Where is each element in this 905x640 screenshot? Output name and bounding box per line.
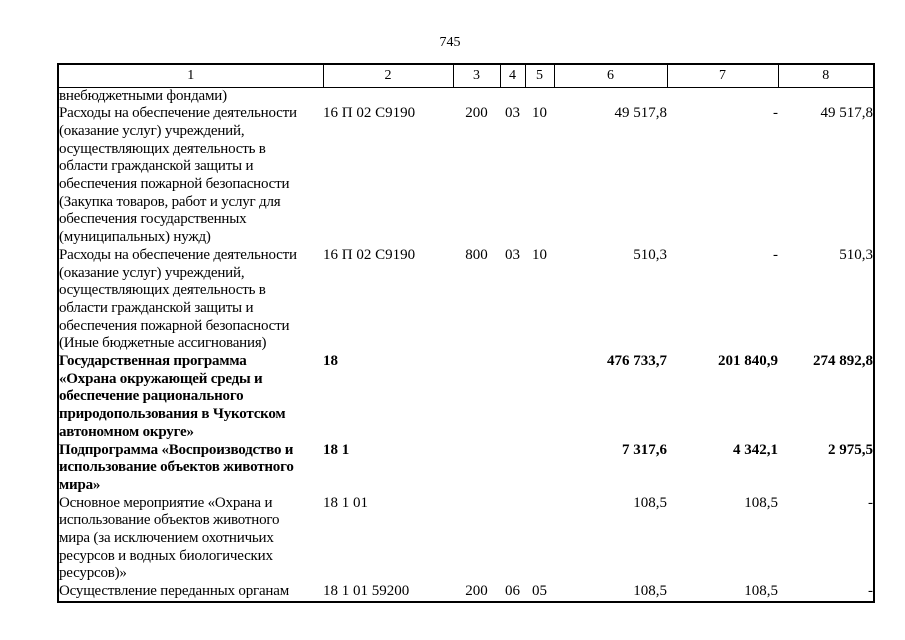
cell-col3 (453, 495, 500, 584)
cell-col4: 06 (505, 583, 520, 600)
cell-col8: - (868, 583, 873, 600)
table-row: Осуществление переданных органам 18 1 01 … (58, 583, 874, 602)
cell-col1: Расходы на обеспечение деятельности (ока… (59, 246, 297, 352)
cell-col8: 274 892,8 (813, 353, 873, 370)
cell-col3 (453, 442, 500, 495)
cell-col4 (500, 87, 525, 105)
cell-col2: 18 1 (323, 441, 350, 458)
column-header-7: 7 (666, 63, 779, 88)
cell-col5: 10 (532, 105, 547, 122)
cell-col6: 510,3 (633, 246, 667, 263)
cell-col5 (525, 495, 554, 584)
table-row: внебюджетными фондами) (58, 87, 874, 105)
cell-col7: - (773, 105, 778, 122)
cell-col5 (525, 353, 554, 442)
page-number: 745 (439, 35, 461, 50)
budget-table: 1 2 3 4 5 6 7 8 внебюджетными фондами) Ра… (57, 63, 875, 603)
table-header-row: 1 2 3 4 5 6 7 8 (57, 63, 875, 88)
cell-col1: Государственная программа «Охрана окружа… (59, 353, 286, 440)
cell-col3 (453, 87, 500, 105)
cell-col6 (554, 87, 667, 105)
cell-col1: внебюджетными фондами) (59, 87, 227, 104)
cell-col5: 10 (532, 246, 547, 263)
cell-col8 (778, 87, 874, 105)
cell-col8: 2 975,5 (828, 441, 873, 458)
cell-col2: 18 1 01 (323, 494, 368, 511)
column-header-2: 2 (322, 63, 454, 88)
column-header-5: 5 (524, 63, 555, 88)
cell-col2: 16 П 02 С9190 (323, 105, 416, 122)
cell-col6: 7 317,6 (622, 441, 667, 458)
cell-col5 (525, 442, 554, 495)
cell-col4 (500, 442, 525, 495)
cell-col6: 108,5 (633, 494, 667, 511)
cell-col1: Осуществление переданных органам (59, 583, 289, 600)
cell-col3: 200 (465, 105, 488, 122)
table-row: Расходы на обеспечение деятельности (ока… (58, 247, 874, 353)
cell-col3: 200 (465, 583, 488, 600)
cell-col7: 108,5 (744, 494, 778, 511)
cell-col2: 16 П 02 С9190 (323, 246, 416, 263)
column-header-1: 1 (57, 63, 324, 88)
cell-col7: - (773, 246, 778, 263)
cell-col8: 49 517,8 (820, 105, 874, 122)
column-header-4: 4 (499, 63, 526, 88)
cell-col3 (453, 353, 500, 442)
cell-col2: 18 1 01 59200 (323, 583, 410, 600)
table-row: Основное мероприятие «Охрана и использов… (58, 495, 874, 584)
cell-col7: 108,5 (744, 583, 778, 600)
cell-col5 (525, 87, 554, 105)
cell-col2 (323, 87, 453, 105)
column-header-3: 3 (452, 63, 501, 88)
cell-col7 (667, 87, 778, 105)
cell-col4 (500, 495, 525, 584)
cell-col6: 476 733,7 (607, 353, 667, 370)
column-header-6: 6 (553, 63, 668, 88)
cell-col1: Основное мероприятие «Охрана и использов… (59, 494, 280, 582)
cell-col6: 49 517,8 (614, 105, 668, 122)
cell-col3: 800 (465, 246, 488, 263)
cell-col5: 05 (532, 583, 547, 600)
cell-col2: 18 (323, 353, 338, 370)
cell-col4 (500, 353, 525, 442)
cell-col4: 03 (505, 246, 520, 263)
cell-col7: 201 840,9 (718, 353, 778, 370)
table-row: Подпрограмма «Воспроизводство и использо… (58, 442, 874, 495)
cell-col7: 4 342,1 (733, 441, 778, 458)
cell-col8: - (868, 494, 873, 511)
cell-col6: 108,5 (633, 583, 667, 600)
cell-col1: Расходы на обеспечение деятельности (ока… (59, 105, 297, 246)
cell-col1: Подпрограмма «Воспроизводство и использо… (59, 441, 294, 493)
table-row: Расходы на обеспечение деятельности (ока… (58, 105, 874, 247)
cell-col8: 510,3 (839, 246, 873, 263)
table-body: внебюджетными фондами) Расходы на обеспеч… (58, 87, 874, 602)
column-header-8: 8 (777, 63, 875, 88)
cell-col4: 03 (505, 105, 520, 122)
table-row: Государственная программа «Охрана окружа… (58, 353, 874, 442)
